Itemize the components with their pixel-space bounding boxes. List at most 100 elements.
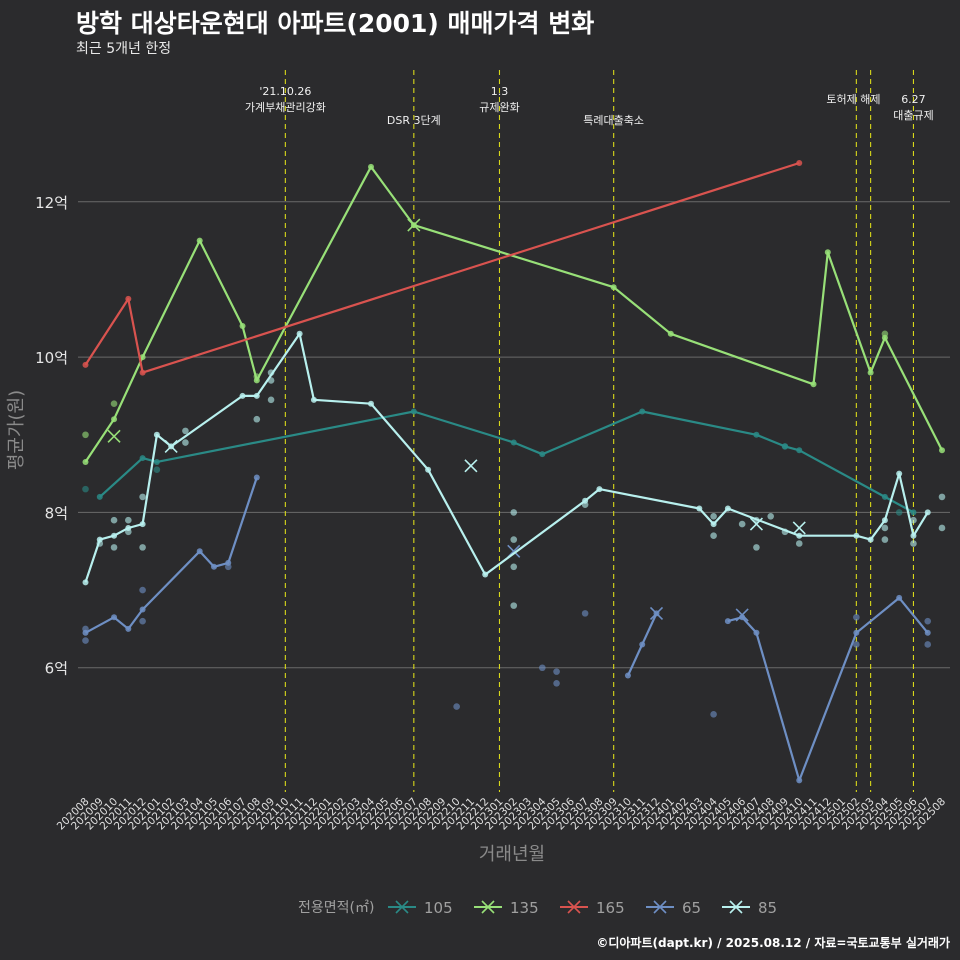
y-tick-label: 6억 [45,660,68,678]
series-105-vertex [153,458,160,465]
x-axis-title: 거래년월 [479,844,545,865]
series-65-point [453,703,460,710]
y-tick-label: 10억 [35,349,68,367]
legend-key-cross [481,900,495,914]
legend-key-cross [729,900,743,914]
series-165-vertex [125,295,132,302]
series-85-vertex [796,532,803,539]
series-135-cross [407,218,421,232]
series-85-point [510,536,518,543]
series-85-point [125,516,132,524]
legend-key-cross [653,900,667,914]
series-85-vertex [696,505,703,512]
series-85-cross [792,521,806,535]
series-65-cross [649,606,664,620]
series-85-cross [464,459,478,473]
series-85-point [767,513,774,520]
series-65-vertex [225,559,232,566]
series-85-point [910,516,917,524]
series-105-vertex [753,431,760,438]
series-85-vertex [853,532,860,539]
source-caption: ©디아파트(dapt.kr) / 2025.08.12 / 자료=국토교통부 실… [596,936,950,950]
series-85-point [881,536,889,543]
series-85-cross [164,439,178,453]
series-135-vertex [810,381,817,388]
series-105-vertex [410,408,417,415]
series-85-vertex [924,509,931,516]
series-105-vertex [510,439,517,446]
series-135-vertex [610,284,617,291]
series-135-vertex [824,249,831,256]
series-65-vertex [853,629,860,636]
series-135-point [82,431,89,439]
series-65-line [84,477,258,634]
series-135-vertex [939,447,945,454]
series-65-line [727,596,929,782]
legend-label-135: 135 [510,899,539,917]
event-label: 1.3 [491,85,509,98]
series-135-vertex [881,334,888,341]
series-165-vertex [82,361,89,368]
series-65-point [924,617,932,625]
series-85-point [510,563,518,571]
series-85-vertex [239,392,246,399]
series-105-vertex [139,455,146,462]
series-135-line [84,165,943,463]
series-135-vertex [111,416,118,423]
legend-label-85: 85 [758,899,777,917]
series-85-point [110,544,118,551]
series-165-vertex [139,369,146,376]
event-label: '21.10.26 [259,85,311,98]
y-axis-title: 평균가(원) [6,390,27,470]
series-65-vertex [796,777,803,784]
series-65-point [581,610,589,617]
series-65-point [710,711,717,718]
series-85-point [510,509,518,516]
series-135-point [110,400,118,408]
series-85-vertex [425,466,432,473]
event-label: 가계부채관리강화 [245,101,326,114]
y-tick-label: 12억 [35,194,68,212]
series-65-point [924,641,932,648]
series-85-vertex [96,536,103,543]
series-105-vertex [539,451,546,458]
chart-subtitle: 최근 5개년 한정 [76,41,172,57]
series-85-vertex [881,517,888,524]
series-85-point [795,540,803,547]
series-105-point [895,509,903,516]
series-135-vertex [253,377,260,384]
legend-label-65: 65 [682,899,701,917]
series-85-point [139,493,146,501]
series-135-vertex [139,354,146,361]
series-105-vertex [796,447,803,454]
series-65-vertex [753,629,760,636]
series-85-vertex [582,497,589,504]
series-65-vertex [82,629,89,636]
event-label: 규제완화 [479,101,519,114]
series-65-vertex [125,625,132,632]
legend-title: 전용면적(㎡) [298,900,374,916]
series-85-vertex [710,521,717,528]
series-105-vertex [781,443,788,450]
event-label: 토허제 해제 [826,92,880,106]
series-85-point [510,602,518,609]
series-65-point [853,613,860,621]
event-label: DSR 3단계 [387,114,441,127]
series-135-cross [107,429,121,443]
legend-key-cross [395,900,409,914]
series-85-point [253,415,261,423]
series-135-vertex [368,163,374,170]
series-65-vertex [639,641,646,648]
series-85-vertex [368,400,374,407]
series-85-vertex [153,431,160,438]
series-85-point [881,524,889,532]
series-85-point [182,439,189,446]
series-65-vertex [210,563,217,570]
series-85-point [753,544,760,551]
series-165-line [84,161,800,374]
series-65-vertex [624,672,631,679]
series-85-vertex [253,392,260,399]
series-85-point [139,544,146,551]
series-105-vertex [639,408,646,415]
series-85-point [267,396,275,404]
